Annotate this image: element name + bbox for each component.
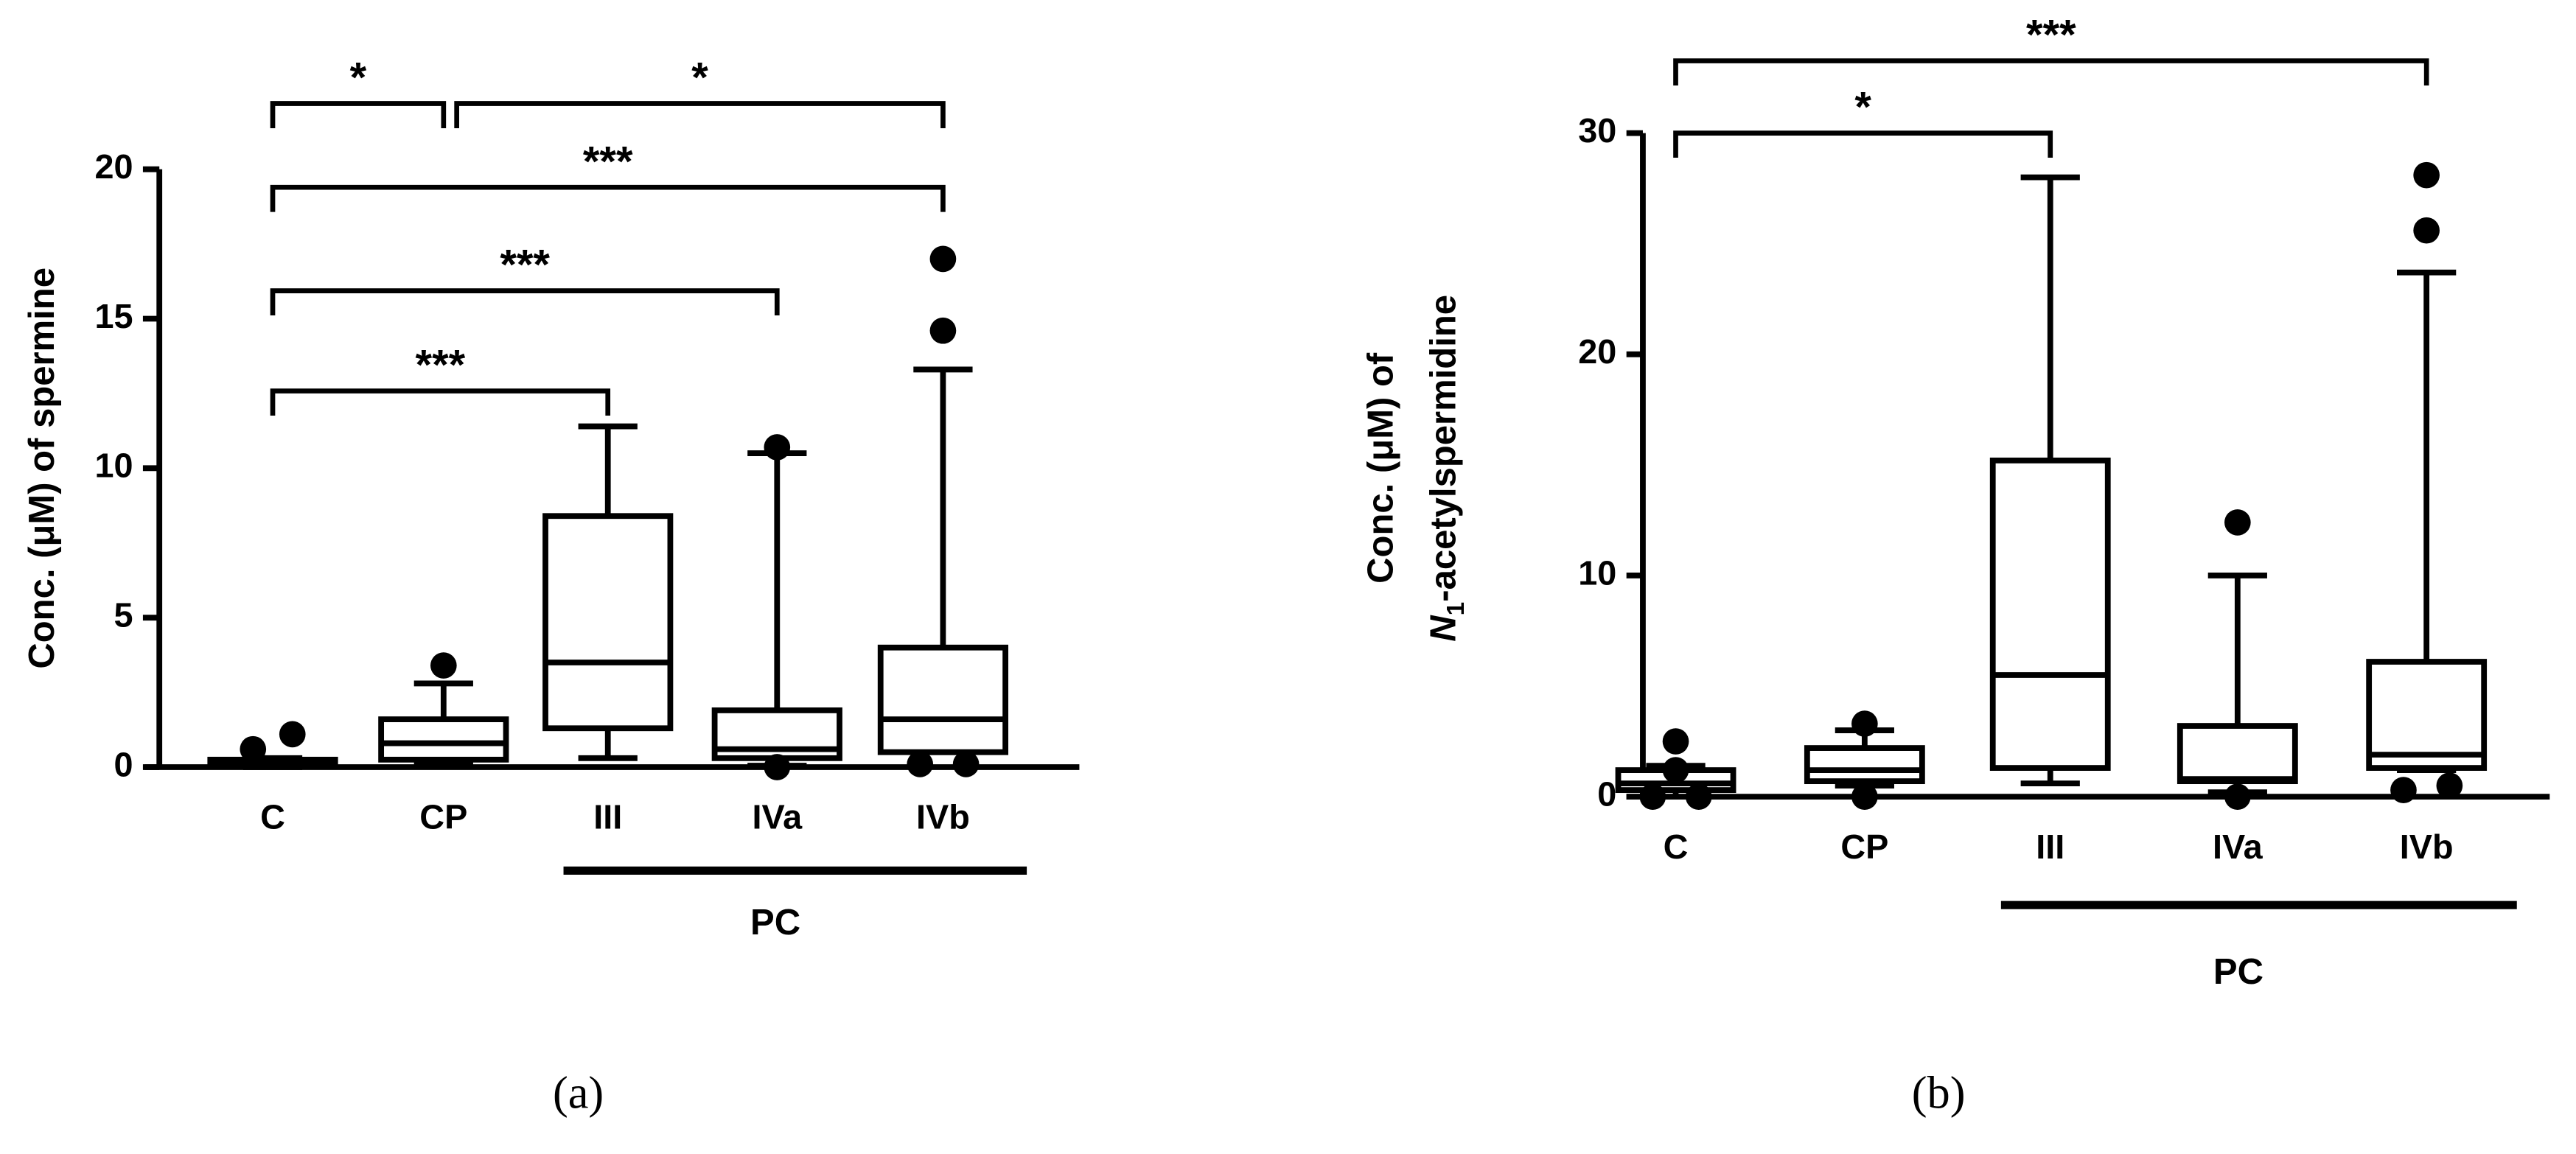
y-tick-label: 0 xyxy=(1597,774,1616,813)
x-tick-label: CP xyxy=(1840,828,1888,866)
outlier xyxy=(1851,710,1878,737)
significance-label: * xyxy=(350,55,367,102)
significance-bracket xyxy=(454,101,946,128)
outlier xyxy=(929,245,957,273)
significance-label: *** xyxy=(2026,12,2076,59)
outlier xyxy=(1685,783,1712,810)
y-tick-label: 10 xyxy=(1578,553,1616,592)
outlier xyxy=(907,751,934,777)
outlier xyxy=(764,434,791,461)
significance-label: *** xyxy=(500,242,550,289)
x-tick-label: IVb xyxy=(916,798,970,836)
x-tick-label: III xyxy=(593,798,622,836)
rest: -acetylspermidine xyxy=(1423,295,1463,602)
significance-label: * xyxy=(691,55,708,102)
y-axis-title-line: Conc. (μM) of xyxy=(1361,352,1401,584)
box xyxy=(1989,457,2111,772)
x-tick-label: CP xyxy=(419,798,467,836)
significance-label: *** xyxy=(583,138,633,185)
caption: (b) xyxy=(1912,1067,1966,1118)
significance-bracket xyxy=(1673,58,2429,85)
outlier xyxy=(2390,777,2417,803)
y-axis-title-text: Conc. (μM) of spermine xyxy=(22,267,62,669)
subscript: 1 xyxy=(1442,602,1470,616)
box xyxy=(2177,723,2298,785)
y-axis-title: Conc. (μM) of spermine xyxy=(22,267,62,669)
outlier xyxy=(2436,772,2463,799)
y-tick-label: 0 xyxy=(114,745,133,783)
outlier xyxy=(1851,783,1878,810)
significance-bracket xyxy=(270,288,780,316)
y-tick-label: 15 xyxy=(94,297,133,335)
outlier xyxy=(764,754,791,780)
x-tick-label: IVb xyxy=(2400,828,2454,866)
box xyxy=(1804,745,1925,785)
x-tick-label: IVa xyxy=(2213,828,2263,866)
y-tick-label: 30 xyxy=(1578,111,1616,150)
x-tick-label: C xyxy=(260,798,285,836)
significance-bracket xyxy=(1673,130,2053,158)
significance-bracket xyxy=(270,388,611,416)
box xyxy=(378,716,509,763)
y-axis-title-line: N1-acetylspermidine xyxy=(1423,295,1469,642)
x-tick-label: IVa xyxy=(752,798,803,836)
outlier xyxy=(1662,757,1689,783)
outlier xyxy=(1662,728,1689,755)
outlier xyxy=(952,751,980,777)
italic-part: N xyxy=(1423,615,1463,642)
y-tick-label: 5 xyxy=(114,596,133,634)
outlier xyxy=(430,652,457,679)
significance-bracket xyxy=(270,184,946,212)
significance-bracket xyxy=(270,101,447,128)
group-label: PC xyxy=(2213,952,2263,992)
box xyxy=(2366,659,2488,772)
box xyxy=(542,513,674,732)
caption: (a) xyxy=(553,1067,604,1118)
outlier xyxy=(929,317,957,344)
y-axis-title: Conc. (μM) of N1-acetylspermidine xyxy=(1361,295,1470,642)
outlier xyxy=(279,721,306,748)
outlier xyxy=(2224,783,2251,810)
y-tick-label: 20 xyxy=(1578,332,1616,371)
x-tick-label: C xyxy=(1664,828,1689,866)
y-tick-label: 10 xyxy=(94,447,133,485)
significance-label: *** xyxy=(416,342,466,389)
outlier xyxy=(2413,161,2440,189)
outlier xyxy=(2413,217,2440,244)
outlier xyxy=(240,735,267,763)
outlier xyxy=(2224,509,2251,536)
significance-label: * xyxy=(1854,84,1871,131)
y-tick-label: 20 xyxy=(94,147,133,186)
group-label: PC xyxy=(750,903,800,943)
box xyxy=(877,644,1009,755)
x-tick-label: III xyxy=(2036,828,2064,866)
outlier xyxy=(1639,783,1666,810)
